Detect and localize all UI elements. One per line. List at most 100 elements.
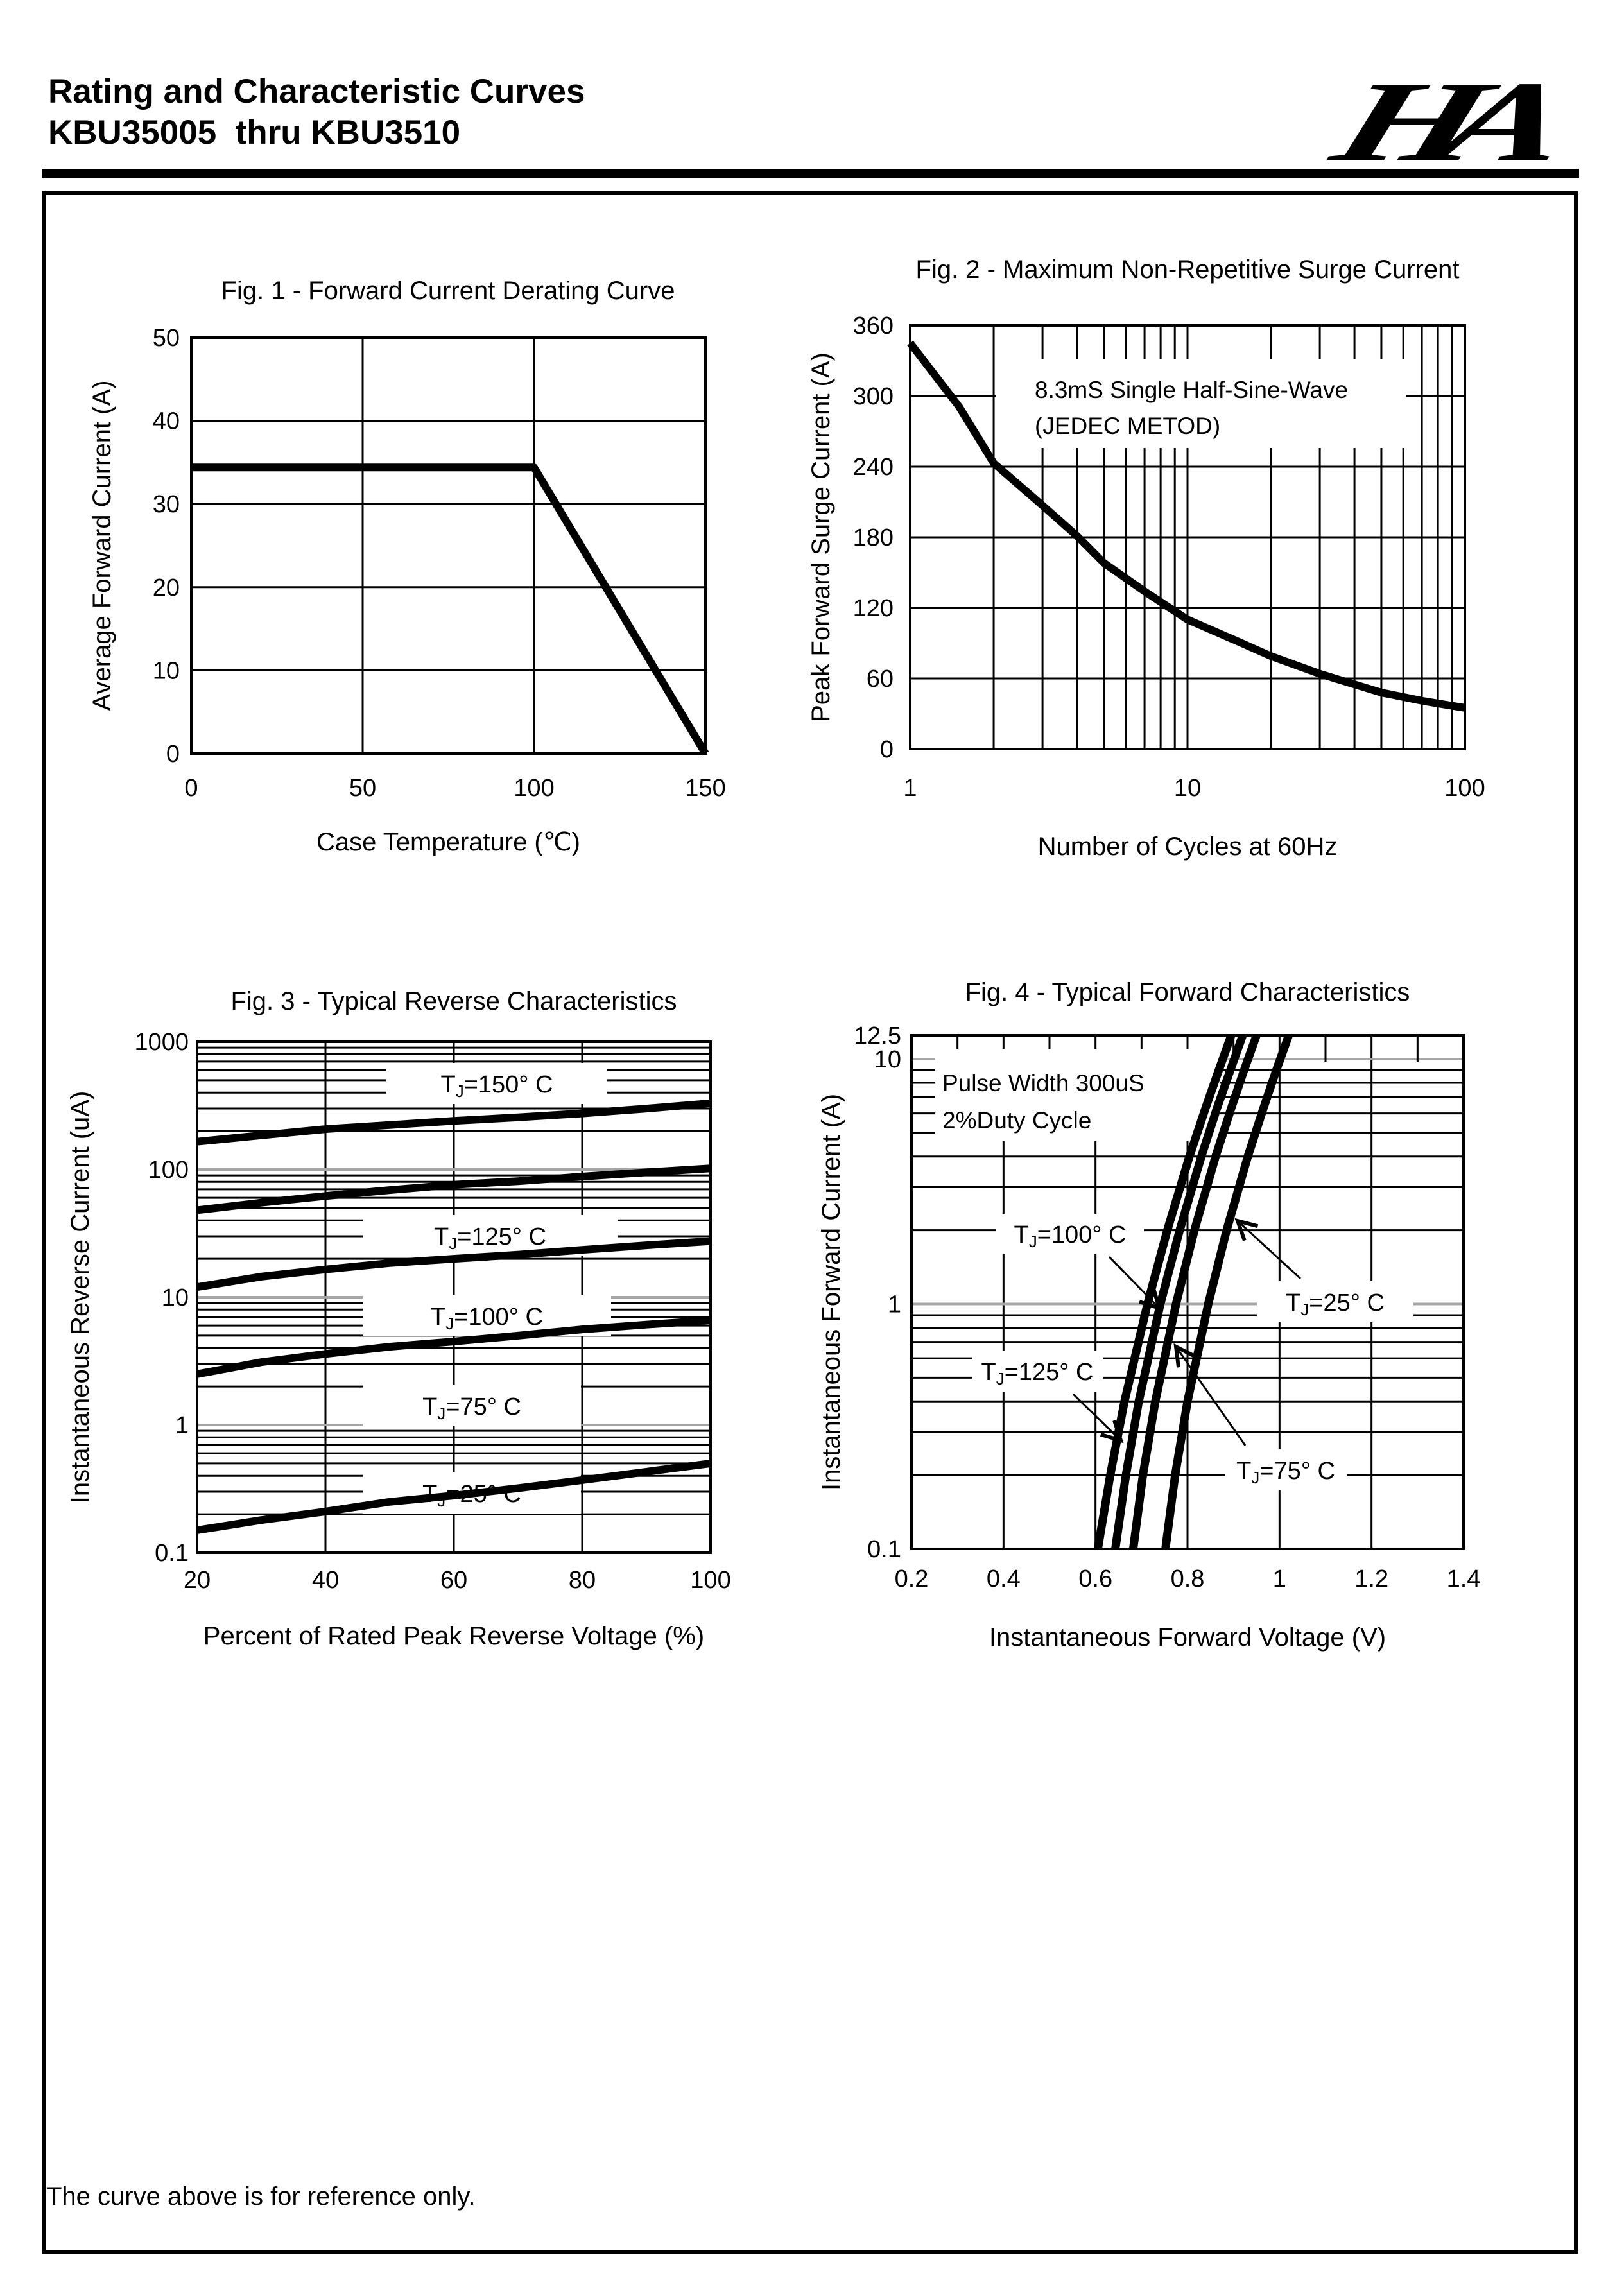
fig4-chart-title: Fig. 4 - Typical Forward Characteristics	[965, 978, 1410, 1006]
fig3-y-axis-title: Instantaneous Reverse Current (uA)	[66, 1091, 94, 1504]
fig1-y-tick-label: 50	[153, 325, 180, 352]
fig3-y-tick-label: 1	[175, 1412, 189, 1439]
header-rule	[42, 169, 1579, 178]
fig2-y-tick-label: 360	[853, 313, 894, 340]
fig2-x-tick-label: 100	[1444, 775, 1485, 802]
fig4-x-tick-label: 1.4	[1447, 1566, 1481, 1593]
fig2-label-mask	[996, 359, 1406, 448]
fig3-plot-border	[196, 1040, 712, 1554]
fig4-label-arrow	[1234, 1218, 1302, 1280]
fig3-curve-label: TJ=100° C	[431, 1304, 543, 1333]
fig1-x-tick-label: 50	[349, 775, 376, 802]
fig1-y-tick-label: 10	[153, 657, 180, 684]
fig4-label-arrow	[1108, 1256, 1162, 1311]
fig2-x-tick-label: 1	[903, 775, 917, 802]
fig4-x-tick-label: 1	[1273, 1566, 1286, 1593]
fig1-y-tick-label: 40	[153, 408, 180, 435]
fig1-y-tick-label: 20	[153, 574, 180, 601]
page-title: Rating and Characteristic Curves	[48, 73, 585, 110]
fig1-x-tick-label: 100	[514, 775, 554, 802]
fig4-x-axis-title: Instantaneous Forward Voltage (V)	[989, 1623, 1386, 1652]
fig2-y-tick-label: 120	[853, 595, 894, 622]
fig4-plot-border	[910, 1034, 1465, 1550]
fig1-x-axis-title: Case Temperature (℃)	[316, 828, 580, 856]
fig1-y-tick-label: 30	[153, 491, 180, 518]
fig4-y-tick-label: 10	[874, 1046, 901, 1073]
fig4-curve-tj-25	[1161, 1033, 1293, 1549]
content-border-box	[42, 191, 1578, 2254]
fig3-x-axis-title: Percent of Rated Peak Reverse Voltage (%…	[203, 1622, 704, 1650]
fig4-curve-tj-75	[1128, 1033, 1261, 1549]
fig4-annotation-line: 2%Duty Cycle	[942, 1107, 1091, 1134]
fig3-x-tick-label: 80	[569, 1567, 596, 1594]
fig4-y-axis-title: Instantaneous Forward Current (A)	[817, 1094, 845, 1490]
fig3-x-tick-label: 40	[312, 1567, 339, 1594]
fig3-curve-label: TJ=75° C	[422, 1394, 521, 1423]
fig3-y-tick-label: 1000	[134, 1029, 189, 1056]
fig4-x-tick-label: 0.8	[1171, 1566, 1205, 1593]
fig4-curve-label: TJ=25° C	[1286, 1290, 1385, 1319]
fig4-label-mask	[972, 1351, 1103, 1392]
reference-note: The curve above is for reference only.	[46, 2182, 476, 2211]
fig4-y-tick-label: 0.1	[867, 1536, 901, 1563]
fig4-y-tick-label: 1	[888, 1291, 901, 1318]
fig4-x-tick-label: 0.6	[1078, 1566, 1112, 1593]
fig3-curve-label: TJ=125° C	[434, 1223, 546, 1253]
fig3-y-tick-label: 0.1	[155, 1540, 189, 1567]
fig2-y-tick-label: 300	[853, 383, 894, 410]
fig2-x-tick-label: 10	[1174, 775, 1201, 802]
fig3-y-tick-label: 100	[148, 1157, 189, 1184]
fig2-curve-surge-current	[907, 340, 1465, 712]
fig4-label-mask	[1257, 1281, 1413, 1322]
fig4-curve-label: TJ=75° C	[1236, 1458, 1335, 1487]
fig4-x-tick-label: 0.4	[987, 1566, 1021, 1593]
fig2-chart-title: Fig. 2 - Maximum Non-Repetitive Surge Cu…	[916, 255, 1460, 284]
fig3-label-mask	[386, 1063, 607, 1104]
fig2-y-axis-title: Peak Forward Surge Current (A)	[807, 352, 835, 722]
fig3-curve-tj-125	[196, 1164, 711, 1214]
fig1-plot-border	[190, 336, 707, 755]
fig3-curve-tj-100	[196, 1237, 711, 1291]
fig4-label-mask	[1225, 1449, 1347, 1490]
fig4-label-arrow	[1173, 1343, 1247, 1446]
page-subtitle: KBU35005 thru KBU3510	[48, 114, 461, 151]
fig1-y-axis-title: Average Forward Current (A)	[88, 381, 116, 711]
fig1-y-tick-label: 0	[166, 741, 180, 768]
fig3-curve-tj-25	[196, 1459, 711, 1534]
fig2-plot-border	[909, 324, 1466, 750]
fig2-y-tick-label: 180	[853, 524, 894, 551]
fig2-x-axis-title: Number of Cycles at 60Hz	[1038, 833, 1338, 861]
fig4-curve-tj-100	[1111, 1033, 1247, 1549]
fig2-annotation-line: 8.3mS Single Half-Sine-Wave	[1035, 377, 1348, 403]
fig1-curve-derating-curve	[191, 463, 709, 756]
fig2-y-tick-label: 240	[853, 454, 894, 481]
fig4-curve-tj-125	[1093, 1033, 1236, 1550]
fig4-curve-label: TJ=125° C	[981, 1359, 1093, 1388]
fig2-annotation-line: (JEDEC METOD)	[1035, 413, 1220, 439]
fig4-label-arrow	[1072, 1393, 1124, 1444]
fig1-x-tick-label: 0	[184, 775, 198, 802]
fig3-x-tick-label: 100	[690, 1567, 730, 1594]
fig2-y-tick-label: 60	[867, 666, 894, 693]
fig1-x-tick-label: 150	[685, 775, 725, 802]
fig4-curve-label: TJ=100° C	[1014, 1221, 1126, 1251]
brand-logo: HA	[1317, 58, 1583, 170]
fig2-y-tick-label: 0	[880, 736, 894, 763]
fig3-curve-tj-75	[196, 1316, 711, 1378]
fig1-chart-title: Fig. 1 - Forward Current Derating Curve	[221, 277, 675, 305]
fig4-label-mask	[935, 1049, 1220, 1141]
fig3-y-tick-label: 10	[162, 1284, 189, 1311]
fig4-label-mask	[996, 1214, 1144, 1254]
fig3-chart-title: Fig. 3 - Typical Reverse Characteristics	[230, 987, 677, 1015]
fig3-curve-tj-150	[196, 1099, 711, 1146]
fig3-x-tick-label: 60	[440, 1567, 467, 1594]
fig3-label-mask	[363, 1385, 581, 1426]
fig3-curve-label: TJ=25° C	[422, 1481, 521, 1510]
fig3-x-tick-label: 20	[184, 1567, 211, 1594]
fig4-annotation-line: Pulse Width 300uS	[942, 1070, 1145, 1096]
fig4-y-tick-label: 12.5	[854, 1023, 901, 1049]
fig4-x-tick-label: 1.2	[1354, 1566, 1388, 1593]
fig3-curve-label: TJ=150° C	[440, 1071, 553, 1101]
